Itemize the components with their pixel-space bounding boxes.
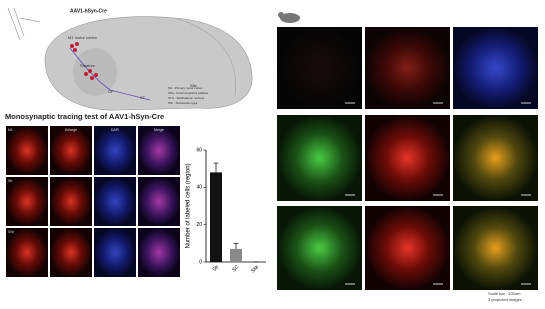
region-label: Striatum [80,63,96,68]
y-tick-label: 0 [199,259,202,265]
x-tick-label: SNr [250,264,261,275]
micrograph-signal [138,177,180,226]
row-label: SNr [8,230,15,234]
region-label: GP [108,89,114,94]
region-label: SNr [190,83,198,88]
micrograph-signal [94,228,136,277]
micrograph-signal [138,126,180,175]
micrograph-signal [6,177,48,226]
micrograph-signal [453,206,538,290]
note: Scale bar : 200um [488,291,521,296]
micrograph-signal [50,177,92,226]
column-label: Enlarge [65,128,77,132]
x-tick-label: Str [212,264,221,273]
virus-label: AAV1-hSyn-Cre [70,8,107,14]
region-label: ST [140,95,146,100]
micrograph-signal [6,126,48,175]
y-axis-label: Number of labeled cells (region) [186,163,192,248]
x-tick-label: SC [231,264,240,273]
micrograph-signal [453,115,538,201]
micrograph-signal [6,228,48,277]
bar [230,248,242,262]
row-label: Str [8,179,13,183]
legend-text: STN : Subthalamic nucleus [168,96,205,100]
y-tick-label: 60 [196,147,202,153]
micrograph-signal [277,27,362,109]
y-tick-label: 20 [196,222,202,228]
micrograph-signal [50,126,92,175]
error-bar [233,242,239,249]
micrograph-signal [94,177,136,226]
y-tick-label: 40 [196,185,202,191]
micrograph-signal [94,126,136,175]
section-title: Monosynaptic tracing test of AAV1-hSyn-C… [5,112,164,121]
error-bar [213,162,219,173]
row-label: M1 [8,128,13,132]
micrograph-signal [277,206,362,290]
micrograph-signal [365,115,450,201]
column-label: DAPI [111,128,119,132]
legend-text: SNr : Substantia nigra [168,101,198,105]
micrograph-signal [365,27,450,109]
micrograph-signal [50,228,92,277]
micrograph-signal [277,115,362,201]
bar [210,172,222,262]
legend-text: GPe : External globus pallidus [168,91,209,95]
micrograph-signal [365,206,450,290]
micrograph-signal [453,27,538,109]
column-label: Merge [154,128,164,132]
legend-text: M1 : Primary motor cortex [168,86,203,90]
note: 3 projected images [488,297,522,302]
brain-diagram [7,7,300,111]
region-label: M1 motor cortex [68,35,97,40]
micrograph-signal [138,228,180,277]
